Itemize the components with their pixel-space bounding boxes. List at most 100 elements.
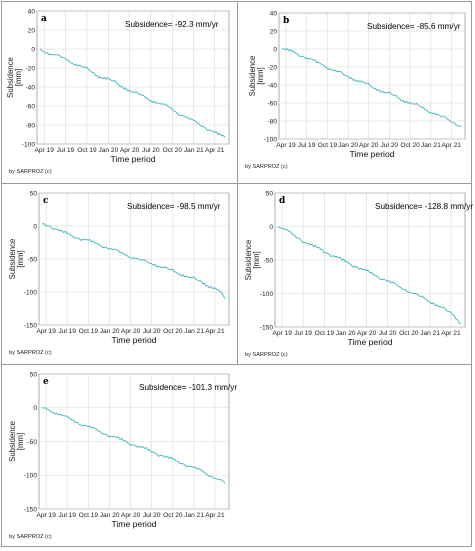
x-tick-label: Apr 19 [272, 330, 292, 337]
y-tick-label: 0 [33, 405, 37, 412]
x-tick-label: Oct 20 [163, 328, 183, 335]
x-axis-label: Time period [347, 337, 392, 347]
x-tick-label: Apr 19 [36, 328, 56, 335]
y-tick-label: -100 [24, 289, 38, 296]
y-tick-label: 0 [269, 224, 273, 231]
y-axis-label: Subsidence [mm] [8, 239, 25, 280]
y-tick-label: -40 [25, 84, 35, 91]
x-tick-label: Jul 20 [142, 147, 160, 154]
x-tick-label: Jan 20 [98, 147, 118, 154]
series-line-b [282, 48, 462, 127]
y-label-line2: [mm] [14, 69, 23, 86]
y-tick-label: -150 [260, 324, 274, 331]
series-line-c [42, 223, 226, 299]
subsidence-annotation: Subsidence= -85.6 mm/yr [367, 22, 461, 31]
y-axis-label: Subsidence [mm] [8, 421, 25, 462]
y-tick-label: 0 [273, 46, 277, 53]
panel-letter: b [283, 16, 289, 26]
panel-letter: a [41, 14, 47, 24]
x-tick-label: Jul 19 [58, 328, 76, 335]
y-label-line1: Subsidence [6, 57, 15, 98]
y-axis-label: Subsidence [mm] [6, 57, 23, 98]
subsidence-annotation: Subsidence= -128.8 mm/yr [375, 202, 473, 211]
y-tick-label: -20 [267, 64, 277, 71]
x-tick-label: Oct 20 [163, 512, 183, 519]
x-tick-label: Jul 19 [57, 147, 75, 154]
y-label-line2: [mm] [16, 250, 25, 267]
y-tick-label: -80 [267, 118, 277, 125]
y-tick-label: -50 [27, 439, 37, 446]
series-line-d [277, 226, 462, 325]
x-tick-label: Oct 20 [400, 142, 420, 149]
x-tick-label: Jul 19 [294, 330, 312, 337]
plot-area [36, 10, 230, 145]
y-tick-label: -50 [263, 257, 273, 264]
y-tick-label: -20 [25, 65, 35, 72]
x-axis-label: Time period [111, 335, 156, 345]
credit-text: by SARPROZ (c) [9, 350, 52, 356]
y-label-line1: Subsidence [248, 56, 257, 97]
credit-text: by SARPROZ (c) [245, 164, 288, 170]
x-tick-label: Apr 21 [441, 142, 461, 149]
x-tick-label: Oct 19 [79, 328, 99, 335]
x-tick-label: Jul 20 [143, 512, 161, 519]
x-tick-label: Jan 20 [100, 512, 120, 519]
x-tick-label: Jul 20 [143, 328, 161, 335]
x-tick-label: Apr 20 [121, 512, 141, 519]
x-tick-label: Oct 19 [79, 512, 99, 519]
y-label-line2: [mm] [256, 67, 265, 84]
y-tick-label: 0 [33, 223, 37, 230]
panel-c: 50 0 -50 -100 -150 Apr 19 Jul 19 Oct 19 Jan 20 Ap… [3, 185, 235, 363]
x-tick-label: Apr 19 [35, 147, 55, 154]
panel-d: 50 0 -50 -100 -150 Apr 19 Jul 19 Oct 19 Jan 20 Ap… [239, 185, 473, 363]
x-axis-label: Time period [111, 519, 156, 529]
y-tick-label: -60 [25, 103, 35, 110]
x-tick-label: Apr 21 [441, 330, 461, 337]
y-axis-label: Subsidence [mm] [244, 240, 261, 281]
x-tick-label: Apr 21 [205, 147, 225, 154]
x-tick-label: Jan 21 [421, 142, 441, 149]
x-tick-label: Jan 21 [184, 147, 204, 154]
y-label-line1: Subsidence [8, 239, 17, 280]
panel-letter: c [43, 196, 49, 206]
y-tick-label: 50 [30, 371, 38, 378]
x-tick-label: Jul 20 [379, 330, 397, 337]
y-tick-label: -80 [25, 122, 35, 129]
y-label-line1: Subsidence [8, 421, 17, 462]
x-tick-label: Oct 19 [318, 142, 338, 149]
x-tick-label: Oct 19 [77, 147, 97, 154]
subsidence-annotation: Subsidence= -101.3 mm/yr [139, 383, 237, 392]
panel-e: 50 0 -50 -100 -150 Apr 19 Jul 19 Oct 19 Jan 20 Ap… [3, 366, 237, 546]
panel-b: 40 20 0 -20 -40 -60 -80 -100 Apr 19 Jul 19 Oct 19 J… [239, 3, 471, 182]
series-line-a [40, 48, 226, 138]
x-tick-label: Jul 19 [298, 142, 316, 149]
panel-letter: d [279, 196, 286, 206]
y-axis-label: Subsidence [mm] [248, 56, 265, 97]
y-label-line1: Subsidence [244, 240, 253, 281]
x-tick-label: Apr 19 [36, 512, 56, 519]
x-tick-label: Oct 20 [399, 330, 419, 337]
y-tick-label: 40 [28, 8, 36, 15]
y-tick-label: 50 [30, 190, 38, 197]
y-tick-label: 40 [270, 10, 278, 17]
y-tick-label: -100 [264, 136, 278, 143]
x-tick-label: Jan 20 [100, 328, 120, 335]
y-tick-label: 50 [266, 190, 274, 197]
x-tick-label: Apr 20 [357, 330, 377, 337]
plot-area [278, 12, 466, 140]
x-tick-label: Apr 20 [120, 147, 140, 154]
x-tick-label: Apr 21 [205, 328, 225, 335]
x-tick-label: Jan 21 [184, 512, 204, 519]
y-tick-label: -40 [267, 82, 277, 89]
y-tick-label: 0 [31, 46, 35, 53]
horizontal-divider-1 [2, 183, 471, 184]
y-tick-label: -50 [27, 256, 37, 263]
y-tick-label: -100 [260, 291, 274, 298]
y-tick-label: 20 [28, 27, 36, 34]
series-line-e [42, 407, 226, 484]
